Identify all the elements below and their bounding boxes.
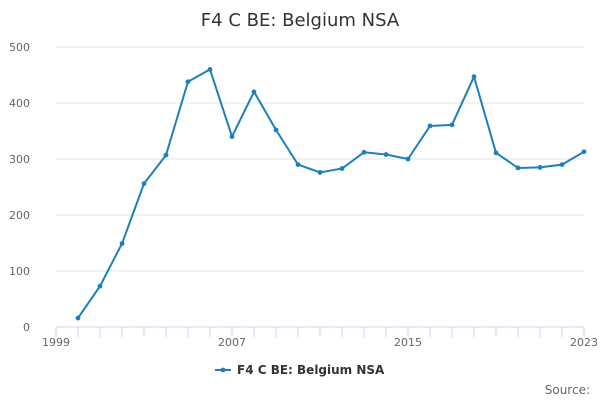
data-point[interactable] [317, 170, 323, 175]
data-point[interactable] [251, 89, 257, 95]
data-point[interactable] [405, 156, 411, 162]
data-point[interactable] [361, 149, 367, 155]
data-point[interactable] [559, 162, 565, 168]
data-point[interactable] [515, 165, 521, 171]
y-tick-label: 400 [9, 97, 30, 110]
data-point[interactable] [97, 283, 103, 289]
data-point[interactable] [75, 315, 81, 321]
y-tick-label: 0 [23, 321, 30, 334]
data-point[interactable] [427, 123, 433, 129]
data-point[interactable] [295, 162, 301, 168]
x-axis: 1999 2007 2015 2023 [42, 326, 598, 349]
y-tick-label: 200 [9, 209, 30, 222]
data-point[interactable] [163, 152, 169, 158]
legend-label: F4 C BE: Belgium NSA [237, 363, 385, 377]
data-point[interactable] [229, 134, 235, 140]
x-tick-label: 2023 [570, 336, 598, 349]
grid [56, 46, 584, 272]
data-point[interactable] [119, 241, 125, 246]
data-point[interactable] [339, 166, 345, 171]
x-tick-label: 1999 [42, 336, 70, 349]
chart-title: F4 C BE: Belgium NSA [201, 10, 400, 31]
data-point[interactable] [141, 181, 147, 187]
data-point[interactable] [185, 79, 191, 85]
source-label: Source: [545, 383, 590, 397]
y-axis: 0 100 200 300 400 500 [9, 41, 30, 334]
data-point[interactable] [581, 149, 587, 155]
data-point[interactable] [449, 122, 455, 128]
x-tick-label: 2015 [394, 336, 422, 349]
legend[interactable]: F4 C BE: Belgium NSA [215, 363, 385, 377]
y-tick-label: 500 [9, 41, 30, 54]
data-point[interactable] [537, 165, 543, 170]
data-point[interactable] [207, 67, 213, 72]
y-tick-label: 300 [9, 153, 30, 166]
x-tick-label: 2007 [218, 336, 246, 349]
y-tick-label: 100 [9, 265, 30, 278]
data-point[interactable] [471, 74, 477, 80]
series-line[interactable] [77, 68, 585, 320]
plot-area [75, 67, 587, 321]
legend-item[interactable]: F4 C BE: Belgium NSA [215, 363, 385, 377]
data-point[interactable] [383, 152, 389, 157]
legend-marker-icon [220, 367, 226, 373]
data-point[interactable] [273, 127, 279, 133]
data-point[interactable] [493, 150, 499, 156]
